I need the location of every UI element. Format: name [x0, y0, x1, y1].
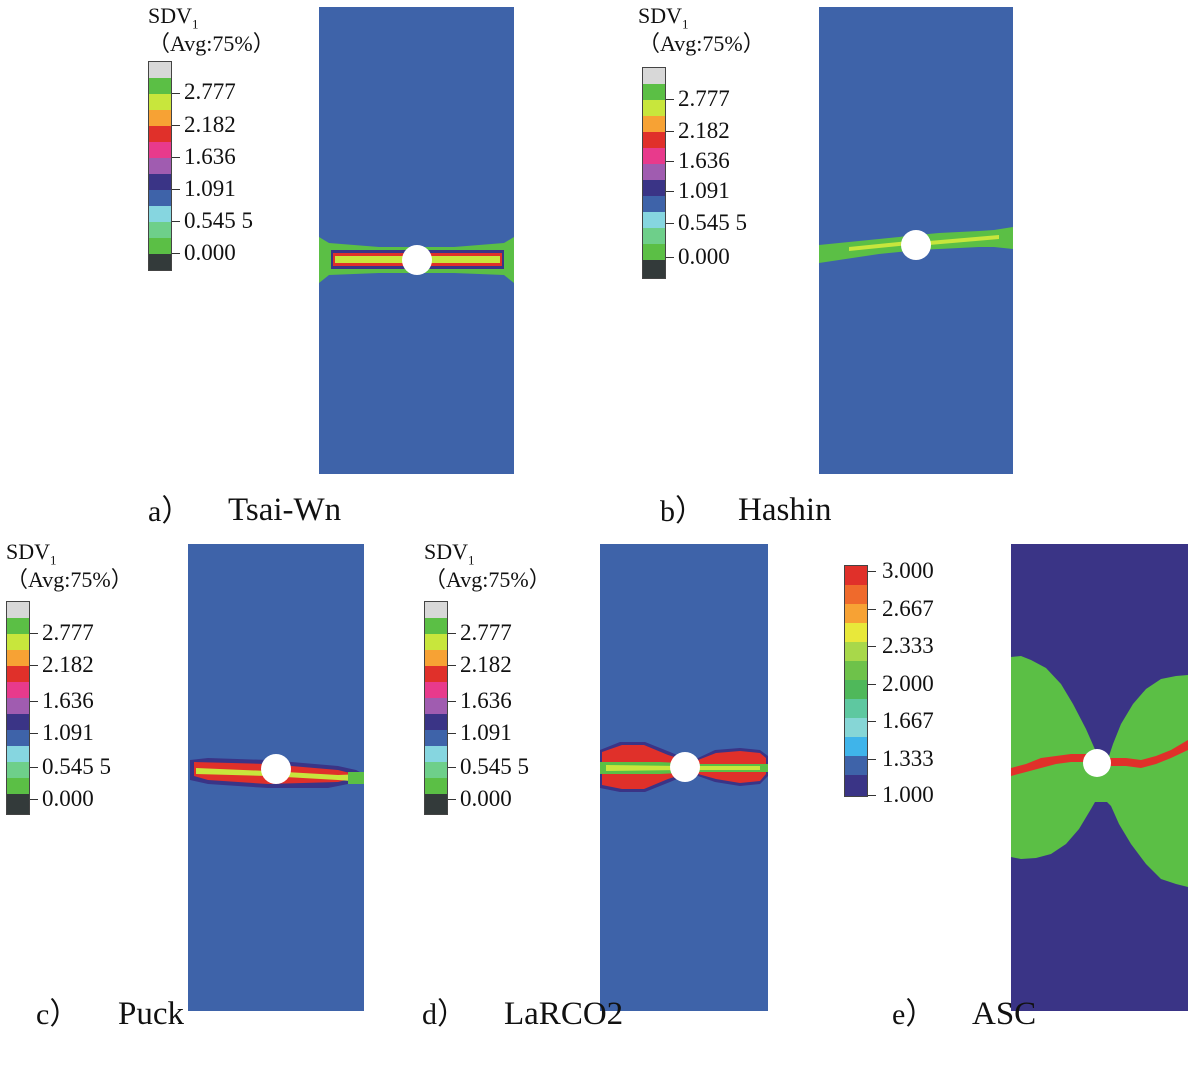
legend-title: SDV1 — [424, 539, 475, 568]
caption-letter: e） — [892, 998, 936, 1031]
tick-label: 1.091 — [460, 720, 512, 745]
tick-label: 2.777 — [678, 86, 730, 111]
legend-avg: （Avg:75%） — [638, 31, 765, 56]
tick-label: 0.545 5 — [42, 754, 111, 779]
legend-title: SDV1 — [148, 3, 199, 32]
specimen-plate — [819, 7, 1013, 474]
panel-hashin: SDV1 （Avg:75%） 2.777 2.182 1.636 1.091 0… — [600, 0, 1200, 535]
tick-label: 1.091 — [678, 178, 730, 203]
tick-label: 0.000 — [678, 244, 730, 269]
specimen-plate — [600, 544, 768, 1011]
panel-puck: SDV1 （Avg:75%） 2.777 2.182 1.636 1.091 0… — [0, 535, 400, 1076]
caption-name: LaRCO2 — [504, 996, 624, 1032]
tick-label: 2.777 — [460, 620, 512, 645]
color-scale — [6, 601, 30, 815]
legend-title: SDV1 — [638, 3, 689, 32]
caption-name: Puck — [118, 996, 184, 1032]
panel-asc: 3.000 2.667 2.333 2.000 1.667 1.333 1.00… — [800, 535, 1200, 1076]
tick-label: 1.636 — [42, 688, 94, 713]
tick-label: 0.545 5 — [460, 754, 529, 779]
tick-label: 1.000 — [882, 782, 934, 807]
tick-label: 1.333 — [882, 746, 934, 771]
tick-label: 0.545 5 — [678, 210, 747, 235]
color-scale — [148, 61, 172, 271]
caption-letter: d） — [422, 998, 467, 1031]
tick-label: 1.091 — [184, 176, 236, 201]
specimen-plate — [188, 544, 364, 1011]
specimen-plate — [319, 7, 514, 474]
tick-label: 2.777 — [184, 79, 236, 104]
caption-letter: b） — [660, 495, 705, 528]
caption-letter: c） — [36, 998, 80, 1031]
damage-contour — [190, 754, 364, 788]
specimen-plate — [1011, 544, 1188, 1011]
legend-avg: （Avg:75%） — [6, 567, 133, 592]
tick-label: 2.182 — [678, 118, 730, 143]
legend-title: SDV1 — [6, 539, 57, 568]
damage-contour — [600, 742, 768, 792]
caption-name: ASC — [972, 996, 1037, 1032]
tick-label: 0.000 — [460, 786, 512, 811]
tick-label: 0.545 5 — [184, 208, 253, 233]
tick-label: 3.000 — [882, 558, 934, 583]
color-scale — [844, 565, 868, 797]
damage-contour — [319, 237, 514, 283]
tick-label: 2.182 — [460, 652, 512, 677]
tick-label: 1.636 — [184, 144, 236, 169]
panel-larc02: SDV1 （Avg:75%） 2.777 2.182 1.636 1.091 0… — [400, 535, 800, 1076]
tick-label: 2.667 — [882, 596, 934, 621]
tick-label: 2.333 — [882, 633, 934, 658]
tick-label: 1.091 — [42, 720, 94, 745]
tick-label: 0.000 — [184, 240, 236, 265]
tick-label: 2.000 — [882, 671, 934, 696]
caption-letter: a） — [148, 495, 192, 528]
damage-contour — [819, 227, 1013, 263]
tick-label: 1.636 — [460, 688, 512, 713]
legend-avg: （Avg:75%） — [148, 31, 275, 56]
tick-label: 1.667 — [882, 708, 934, 733]
tick-label: 2.182 — [184, 112, 236, 137]
tick-label: 2.777 — [42, 620, 94, 645]
tick-label: 2.182 — [42, 652, 94, 677]
legend-avg: （Avg:75%） — [424, 567, 551, 592]
color-scale — [424, 601, 448, 815]
tick-label: 0.000 — [42, 786, 94, 811]
caption-name: Hashin — [738, 492, 832, 528]
damage-contour — [1011, 656, 1188, 887]
color-scale — [642, 67, 666, 279]
panel-tsai-wu: SDV1 （Avg:75%） 2.777 2.182 1.636 1.091 0… — [0, 0, 600, 535]
caption-name: Tsai-Wn — [228, 492, 342, 528]
tick-label: 1.636 — [678, 148, 730, 173]
